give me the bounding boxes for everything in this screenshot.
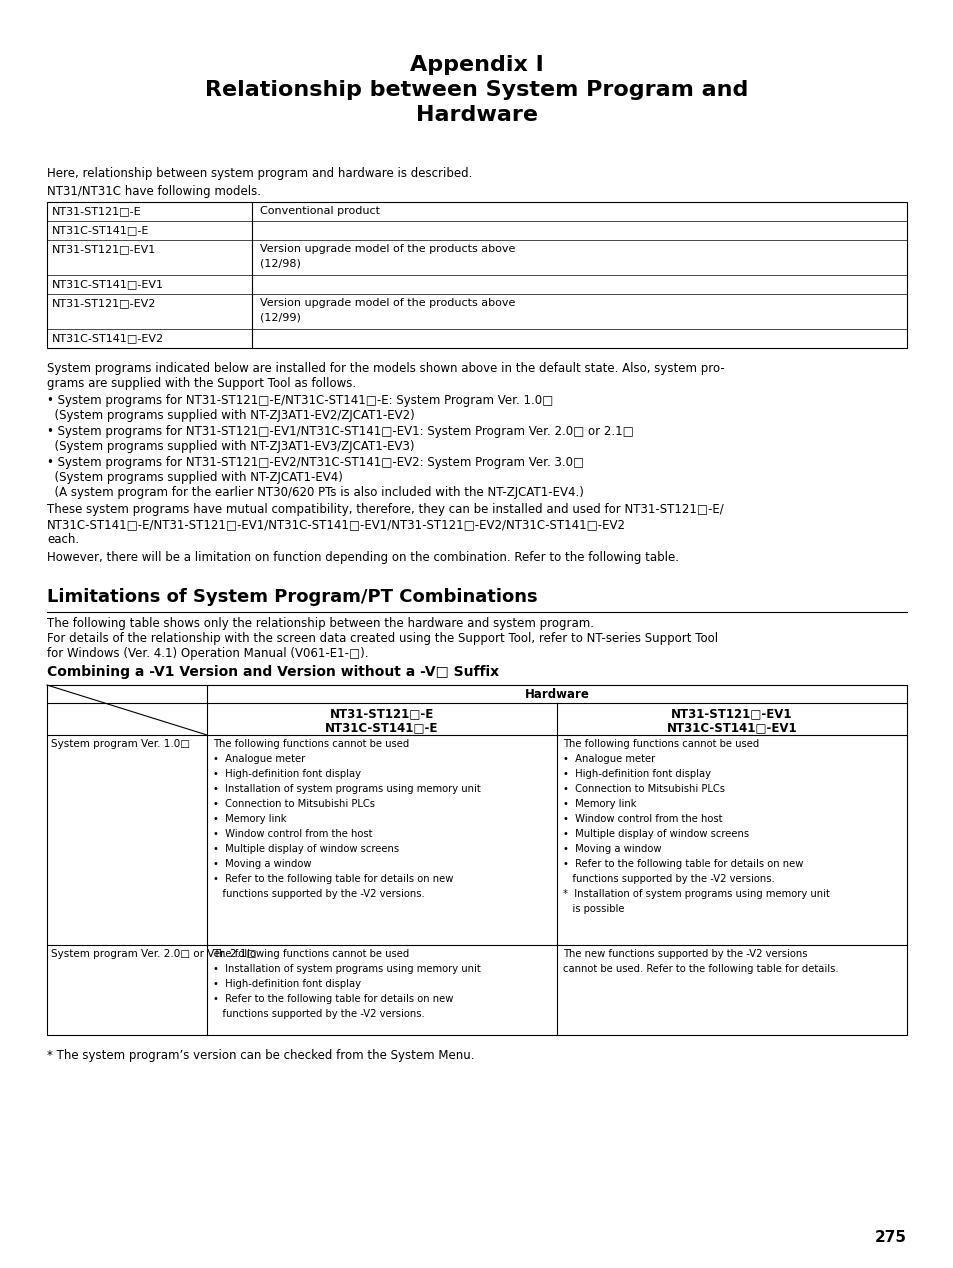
Text: •  Memory link: • Memory link bbox=[213, 814, 286, 824]
Text: Here, relationship between system program and hardware is described.: Here, relationship between system progra… bbox=[47, 167, 472, 180]
Text: Relationship between System Program and: Relationship between System Program and bbox=[205, 80, 748, 100]
Text: NT31C-ST141□-E: NT31C-ST141□-E bbox=[325, 721, 438, 734]
Text: for Windows (Ver. 4.1) Operation Manual (V061-E1-□).: for Windows (Ver. 4.1) Operation Manual … bbox=[47, 647, 368, 661]
Text: NT31-ST121□-EV1: NT31-ST121□-EV1 bbox=[52, 243, 156, 254]
Text: NT31/NT31C have following models.: NT31/NT31C have following models. bbox=[47, 185, 261, 198]
Text: •  Connection to Mitsubishi PLCs: • Connection to Mitsubishi PLCs bbox=[213, 799, 375, 809]
Text: The following functions cannot be used: The following functions cannot be used bbox=[562, 739, 759, 749]
Text: (12/99): (12/99) bbox=[260, 313, 300, 323]
Text: •  Refer to the following table for details on new: • Refer to the following table for detai… bbox=[562, 858, 802, 869]
Text: •  Window control from the host: • Window control from the host bbox=[213, 829, 372, 839]
Text: These system programs have mutual compatibility, therefore, they can be installe: These system programs have mutual compat… bbox=[47, 503, 723, 516]
Text: NT31C-ST141□-E: NT31C-ST141□-E bbox=[52, 224, 150, 235]
Text: •  Refer to the following table for details on new: • Refer to the following table for detai… bbox=[213, 994, 453, 1004]
Text: is possible: is possible bbox=[562, 904, 624, 914]
Text: •  Multiple display of window screens: • Multiple display of window screens bbox=[562, 829, 748, 839]
Text: functions supported by the -V2 versions.: functions supported by the -V2 versions. bbox=[213, 1009, 424, 1019]
Text: *  Installation of system programs using memory unit: * Installation of system programs using … bbox=[562, 889, 829, 899]
Text: functions supported by the -V2 versions.: functions supported by the -V2 versions. bbox=[213, 889, 424, 899]
Text: Version upgrade model of the products above: Version upgrade model of the products ab… bbox=[260, 243, 515, 254]
Text: Conventional product: Conventional product bbox=[260, 205, 379, 216]
Text: * The system program’s version can be checked from the System Menu.: * The system program’s version can be ch… bbox=[47, 1049, 474, 1063]
Text: System program Ver. 1.0□: System program Ver. 1.0□ bbox=[51, 739, 190, 749]
Text: •  High-definition font display: • High-definition font display bbox=[213, 979, 360, 989]
Text: •  Refer to the following table for details on new: • Refer to the following table for detai… bbox=[213, 874, 453, 884]
Text: • System programs for NT31-ST121□-EV1/NT31C-ST141□-EV1: System Program Ver. 2.0□: • System programs for NT31-ST121□-EV1/NT… bbox=[47, 425, 633, 437]
Text: grams are supplied with the Support Tool as follows.: grams are supplied with the Support Tool… bbox=[47, 377, 355, 391]
Text: NT31-ST121□-E: NT31-ST121□-E bbox=[52, 205, 141, 216]
Text: •  Window control from the host: • Window control from the host bbox=[562, 814, 721, 824]
Text: •  High-definition font display: • High-definition font display bbox=[562, 768, 710, 779]
Text: The following functions cannot be used: The following functions cannot be used bbox=[213, 739, 409, 749]
Text: Combining a -V1 Version and Version without a -V□ Suffix: Combining a -V1 Version and Version with… bbox=[47, 664, 498, 678]
Text: (12/98): (12/98) bbox=[260, 259, 300, 269]
Text: NT31C-ST141□-EV1: NT31C-ST141□-EV1 bbox=[666, 721, 797, 734]
Text: Hardware: Hardware bbox=[416, 105, 537, 126]
Text: NT31-ST121□-EV1: NT31-ST121□-EV1 bbox=[671, 708, 792, 720]
Text: •  Analogue meter: • Analogue meter bbox=[562, 754, 655, 765]
Text: The new functions supported by the -V2 versions: The new functions supported by the -V2 v… bbox=[562, 948, 806, 959]
Text: each.: each. bbox=[47, 533, 79, 547]
Text: •  Moving a window: • Moving a window bbox=[213, 858, 312, 869]
Text: cannot be used. Refer to the following table for details.: cannot be used. Refer to the following t… bbox=[562, 964, 838, 974]
Text: However, there will be a limitation on function depending on the combination. Re: However, there will be a limitation on f… bbox=[47, 552, 679, 564]
Text: NT31-ST121□-EV2: NT31-ST121□-EV2 bbox=[52, 298, 156, 308]
Text: System program Ver. 2.0□ or Ver. 2.1□: System program Ver. 2.0□ or Ver. 2.1□ bbox=[51, 948, 256, 959]
Text: The following functions cannot be used: The following functions cannot be used bbox=[213, 948, 409, 959]
Text: System programs indicated below are installed for the models shown above in the : System programs indicated below are inst… bbox=[47, 361, 724, 375]
Bar bbox=[47, 202, 906, 347]
Text: Hardware: Hardware bbox=[524, 689, 589, 701]
Text: The following table shows only the relationship between the hardware and system : The following table shows only the relat… bbox=[47, 618, 594, 630]
Text: •  Installation of system programs using memory unit: • Installation of system programs using … bbox=[213, 964, 480, 974]
Text: • System programs for NT31-ST121□-EV2/NT31C-ST141□-EV2: System Program Ver. 3.0□: • System programs for NT31-ST121□-EV2/NT… bbox=[47, 456, 583, 469]
Text: •  High-definition font display: • High-definition font display bbox=[213, 768, 360, 779]
Text: functions supported by the -V2 versions.: functions supported by the -V2 versions. bbox=[562, 874, 774, 884]
Text: (A system program for the earlier NT30/620 PTs is also included with the NT-ZJCA: (A system program for the earlier NT30/6… bbox=[47, 486, 583, 500]
Text: 275: 275 bbox=[874, 1230, 906, 1245]
Text: NT31C-ST141□-E/NT31-ST121□-EV1/NT31C-ST141□-EV1/NT31-ST121□-EV2/NT31C-ST141□-EV2: NT31C-ST141□-E/NT31-ST121□-EV1/NT31C-ST1… bbox=[47, 519, 625, 531]
Text: NT31C-ST141□-EV1: NT31C-ST141□-EV1 bbox=[52, 279, 164, 289]
Text: (System programs supplied with NT-ZJCAT1-EV4): (System programs supplied with NT-ZJCAT1… bbox=[47, 470, 342, 484]
Bar bbox=[47, 685, 906, 1035]
Text: NT31C-ST141□-EV2: NT31C-ST141□-EV2 bbox=[52, 333, 164, 344]
Text: •  Installation of system programs using memory unit: • Installation of system programs using … bbox=[213, 784, 480, 794]
Text: •  Moving a window: • Moving a window bbox=[562, 844, 660, 855]
Text: Version upgrade model of the products above: Version upgrade model of the products ab… bbox=[260, 298, 515, 308]
Text: (System programs supplied with NT-ZJ3AT1-EV2/ZJCAT1-EV2): (System programs supplied with NT-ZJ3AT1… bbox=[47, 410, 415, 422]
Text: •  Memory link: • Memory link bbox=[562, 799, 636, 809]
Text: • System programs for NT31-ST121□-E/NT31C-ST141□-E: System Program Ver. 1.0□: • System programs for NT31-ST121□-E/NT31… bbox=[47, 394, 553, 407]
Text: For details of the relationship with the screen data created using the Support T: For details of the relationship with the… bbox=[47, 631, 718, 645]
Text: Limitations of System Program/PT Combinations: Limitations of System Program/PT Combina… bbox=[47, 588, 537, 606]
Text: •  Multiple display of window screens: • Multiple display of window screens bbox=[213, 844, 398, 855]
Text: Appendix I: Appendix I bbox=[410, 55, 543, 75]
Text: •  Connection to Mitsubishi PLCs: • Connection to Mitsubishi PLCs bbox=[562, 784, 724, 794]
Text: •  Analogue meter: • Analogue meter bbox=[213, 754, 305, 765]
Text: NT31-ST121□-E: NT31-ST121□-E bbox=[330, 708, 434, 720]
Text: (System programs supplied with NT-ZJ3AT1-EV3/ZJCAT1-EV3): (System programs supplied with NT-ZJ3AT1… bbox=[47, 440, 414, 453]
